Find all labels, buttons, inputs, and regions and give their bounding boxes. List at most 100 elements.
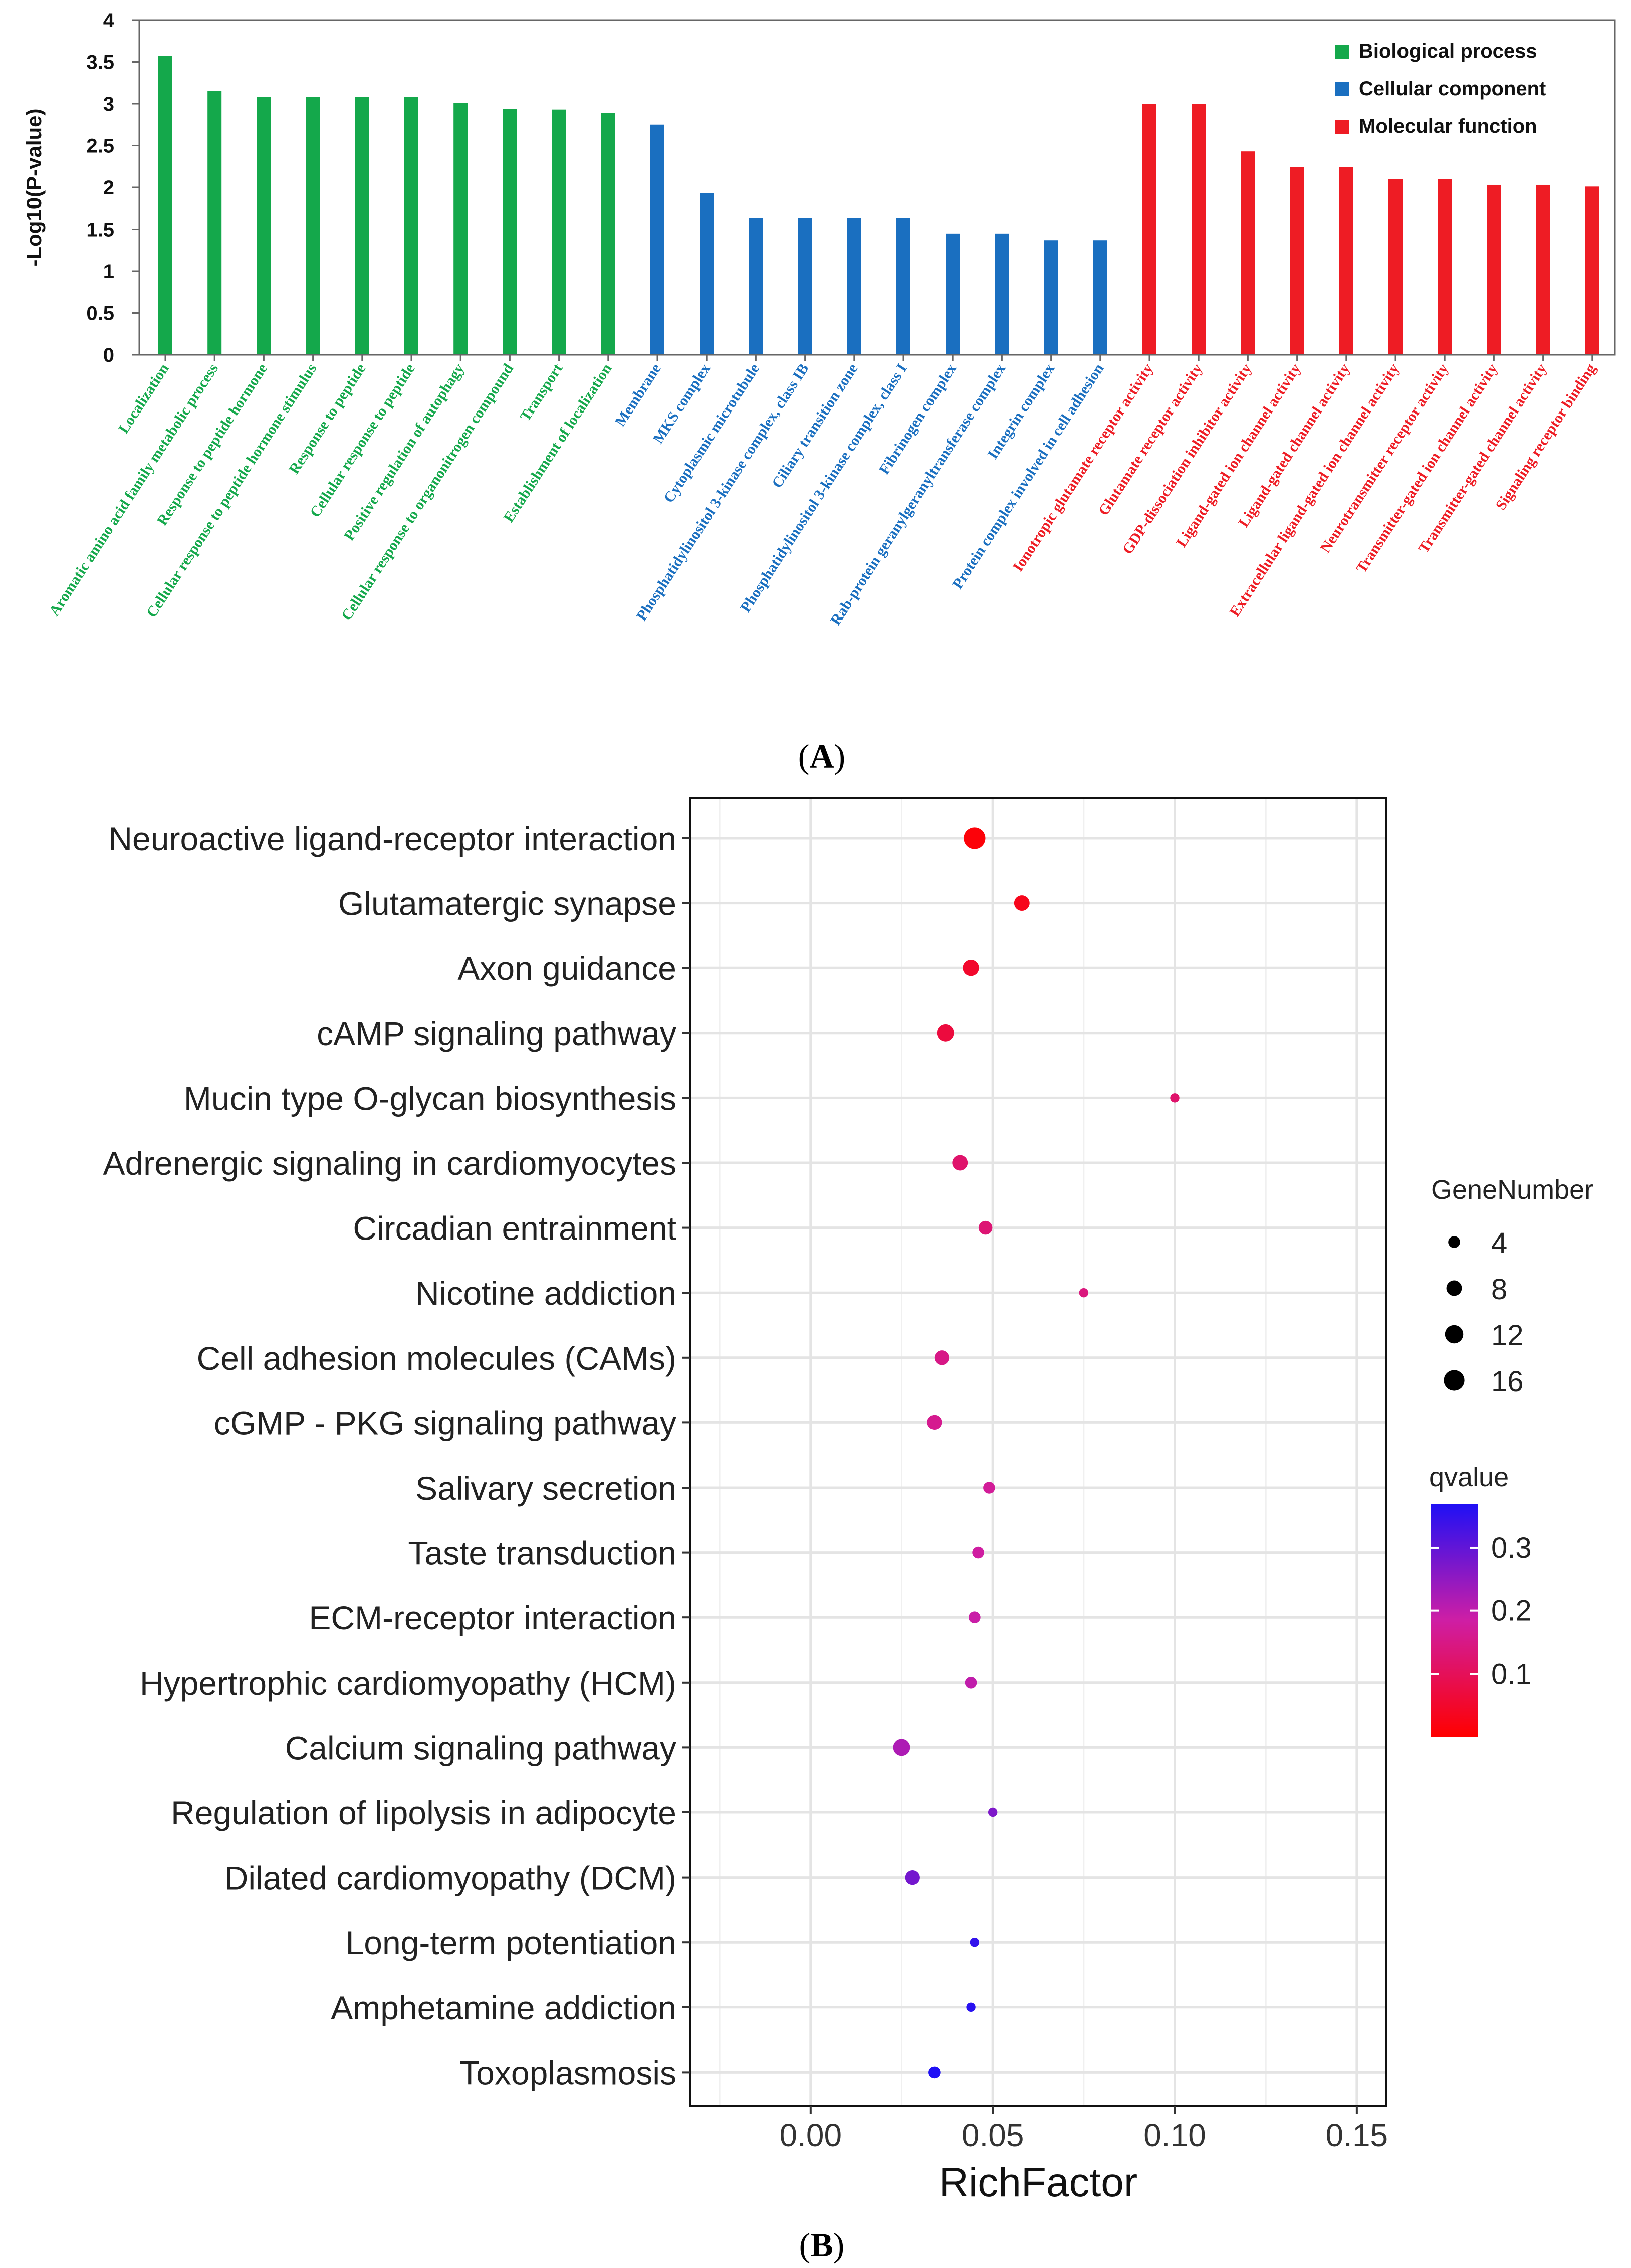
b-x-tick-label: 0.10: [1143, 2117, 1206, 2153]
b-y-tick-label: Hypertrophic cardiomyopathy (HCM): [140, 1665, 676, 1702]
a-plot-frame: [138, 19, 1616, 356]
a-bar-signaling-receptor-binding: [1585, 186, 1599, 355]
b-point-calcium-signaling-pathway: [893, 1739, 910, 1756]
a-x-tick-label: Membrane: [612, 361, 664, 430]
a-bar-phosphatidylinositol-3-kinase-complex-class-ib: [798, 218, 812, 355]
b-y-tick-label: Amphetamine addiction: [331, 1989, 676, 2026]
b-point-cell-adhesion-molecules-cams: [934, 1350, 950, 1365]
a-y-tick-label: 1: [103, 261, 114, 283]
b-y-tick-label: Neuroactive ligand-receptor interaction: [108, 820, 676, 857]
a-y-tick-label: 2.5: [86, 135, 114, 157]
a-y-axis-label: -Log10(P-value): [22, 108, 46, 266]
b-x-tick-label: 0.05: [962, 2117, 1024, 2153]
b-size-legend-dot: [1444, 1370, 1465, 1391]
a-legend-swatch-biological-process: [1335, 45, 1349, 59]
b-point-dilated-cardiomyopathy-dcm: [905, 1870, 920, 1885]
panel-label-b: (B): [799, 2226, 845, 2264]
a-y-tick-label: 3.5: [86, 52, 114, 74]
b-point-mucin-type-o-glycan-biosynthesis: [1170, 1093, 1180, 1103]
go-bar-chart: 0 0.5 1 1.5 2 2.5 3 3.5 4 -Log10(P-value) Locali…: [22, 10, 1616, 775]
b-y-tick-label: cGMP - PKG signaling pathway: [214, 1404, 676, 1441]
a-x-tick-label: Glutamate receptor activity: [1095, 361, 1206, 519]
a-bar-transmitter-gated-channel-activity: [1536, 184, 1550, 355]
a-bar-aromatic-amino-acid-family-metabolic-process: [207, 91, 222, 355]
b-point-neuroactive-ligand-receptor-interaction: [964, 827, 986, 849]
b-y-tick-label: Axon guidance: [457, 950, 676, 987]
a-bar-cellular-response-to-peptide-hormone-stimulus: [306, 97, 320, 355]
a-bar-extracellular-ligand-gated-ion-channel-activity: [1388, 179, 1403, 355]
a-bars: [158, 56, 1599, 361]
a-legend-label: Cellular component: [1359, 78, 1546, 100]
b-x-axis-ticks: 0.00 0.05 0.10 0.15: [780, 2106, 1388, 2153]
a-bar-cellular-response-to-peptide: [404, 97, 418, 355]
a-x-tick-label: Localization: [115, 361, 172, 437]
b-point-circadian-entrainment: [978, 1220, 993, 1235]
a-y-axis-ticks: 0 0.5 1 1.5 2 2.5 3 3.5 4: [86, 10, 139, 366]
a-y-tick-label: 3: [103, 93, 114, 115]
a-bar-response-to-peptide: [355, 97, 369, 355]
a-legend-swatch-molecular-function: [1335, 120, 1349, 134]
b-y-tick-label: Mucin type O-glycan biosynthesis: [184, 1080, 676, 1117]
b-point-long-term-potentiation: [970, 1937, 980, 1947]
a-legend-label: Biological process: [1359, 40, 1537, 62]
b-size-legend-label: 4: [1491, 1227, 1507, 1260]
b-point-regulation-of-lipolysis-in-adipocyte: [988, 1807, 998, 1817]
a-bar-ionotropic-glutamate-receptor-activity: [1142, 104, 1156, 355]
b-y-tick-label: Calcium signaling pathway: [285, 1729, 676, 1766]
a-bar-fibrinogen-complex: [946, 233, 960, 355]
a-bar-membrane: [650, 124, 664, 355]
b-size-legend-label: 8: [1491, 1273, 1507, 1306]
b-point-toxoplasmosis: [928, 2066, 941, 2079]
a-legend: Biological process Cellular component Mole…: [1335, 40, 1546, 137]
b-size-legend-title: GeneNumber: [1431, 1175, 1593, 1205]
b-plot-background: [690, 798, 1386, 2106]
b-y-tick-label: Salivary secretion: [415, 1470, 676, 1507]
b-y-tick-label: Circadian entrainment: [353, 1210, 676, 1247]
a-y-tick-label: 4: [103, 10, 115, 32]
b-size-legend-label: 12: [1491, 1319, 1524, 1352]
b-color-legend-label: 0.1: [1491, 1658, 1532, 1690]
a-bar-ligand-gated-channel-activity: [1339, 167, 1353, 355]
a-y-tick-label: 0.5: [86, 303, 114, 325]
b-y-tick-label: ECM-receptor interaction: [309, 1599, 676, 1636]
b-y-tick-label: Long-term potentiation: [346, 1924, 676, 1961]
kegg-bubble-chart: Neuroactive ligand-receptor interaction G…: [103, 797, 1593, 2264]
a-legend-swatch-cellular-component: [1335, 82, 1349, 96]
b-y-tick-label: Regulation of lipolysis in adipocyte: [171, 1794, 676, 1831]
b-point-cgmp-pkg-signaling-pathway: [927, 1415, 942, 1430]
a-bar-ligand-gated-ion-channel-activity: [1290, 167, 1304, 355]
b-color-legend-label: 0.2: [1491, 1595, 1532, 1627]
a-y-tick-label: 0: [103, 344, 114, 366]
b-y-tick-label: Dilated cardiomyopathy (DCM): [224, 1860, 676, 1897]
b-y-tick-label: Cell adhesion molecules (CAMs): [197, 1340, 676, 1377]
a-bar-transmitter-gated-ion-channel-activity: [1487, 184, 1501, 355]
a-x-tick-label: Ciliary transition zone: [769, 361, 861, 491]
a-x-tick-label: Establishment of localization: [500, 361, 615, 526]
b-size-legend-dot: [1448, 1236, 1460, 1248]
b-y-tick-label: Glutamatergic synapse: [338, 885, 676, 922]
a-x-tick-label: Transport: [517, 361, 566, 425]
a-bar-ciliary-transition-zone: [847, 218, 861, 355]
b-point-camp-signaling-pathway: [937, 1024, 954, 1042]
a-bar-phosphatidylinositol-3-kinase-complex-class-i: [896, 218, 910, 355]
b-point-axon-guidance: [963, 960, 979, 976]
b-points: [893, 827, 1180, 2079]
b-size-legend-dot: [1445, 1325, 1464, 1344]
a-y-tick-label: 1.5: [86, 219, 114, 241]
a-bar-localization: [158, 56, 172, 355]
b-size-legend-dot: [1446, 1280, 1462, 1296]
b-grid: [690, 798, 1386, 2106]
b-point-hypertrophic-cardiomyopathy-hcm: [965, 1677, 977, 1689]
b-x-axis-label: RichFactor: [939, 2160, 1137, 2205]
a-bar-response-to-peptide-hormone: [257, 97, 271, 355]
a-y-tick-label: 2: [103, 177, 114, 199]
a-bar-transport: [552, 109, 566, 355]
b-point-taste-transduction: [972, 1546, 984, 1559]
a-bar-rab-protein-geranylgeranyltransferase-complex: [995, 233, 1009, 355]
a-x-tick-label: Phosphatidylinositol 3-kinase complex, c…: [633, 361, 812, 624]
b-x-tick-label: 0.15: [1326, 2117, 1388, 2153]
a-x-tick-label: Cytoplasmic microtubule: [660, 361, 763, 506]
a-bar-mks-complex: [700, 193, 714, 355]
